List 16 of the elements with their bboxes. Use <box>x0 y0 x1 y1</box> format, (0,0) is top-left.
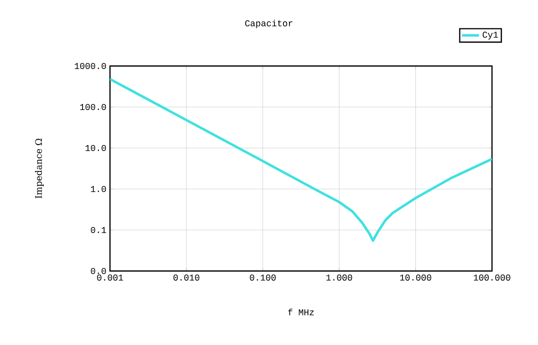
y-tick-label: 10.0 <box>86 144 106 152</box>
y-axis-title: Impedance Ω <box>34 138 44 198</box>
x-axis-title: f MHz <box>288 308 314 316</box>
x-tick-label: 0.100 <box>250 274 276 281</box>
y-tick-label: 1000.0 <box>74 62 106 70</box>
x-tick-label: 100.000 <box>474 274 510 281</box>
x-tick-label: 0.010 <box>174 274 200 281</box>
chart-title: Capacitor <box>245 20 292 28</box>
legend-label: Cy1 <box>482 32 498 40</box>
x-tick-label: 10.000 <box>400 274 432 281</box>
y-tick-label: 100.0 <box>80 104 106 110</box>
x-tick-label: 0.001 <box>97 274 124 281</box>
y-tick-label: 0.1 <box>90 226 106 234</box>
y-tick-label: 1.0 <box>90 186 106 192</box>
x-tick-label: 1.000 <box>326 274 352 281</box>
y-tick-label: 0.0 <box>90 268 106 274</box>
